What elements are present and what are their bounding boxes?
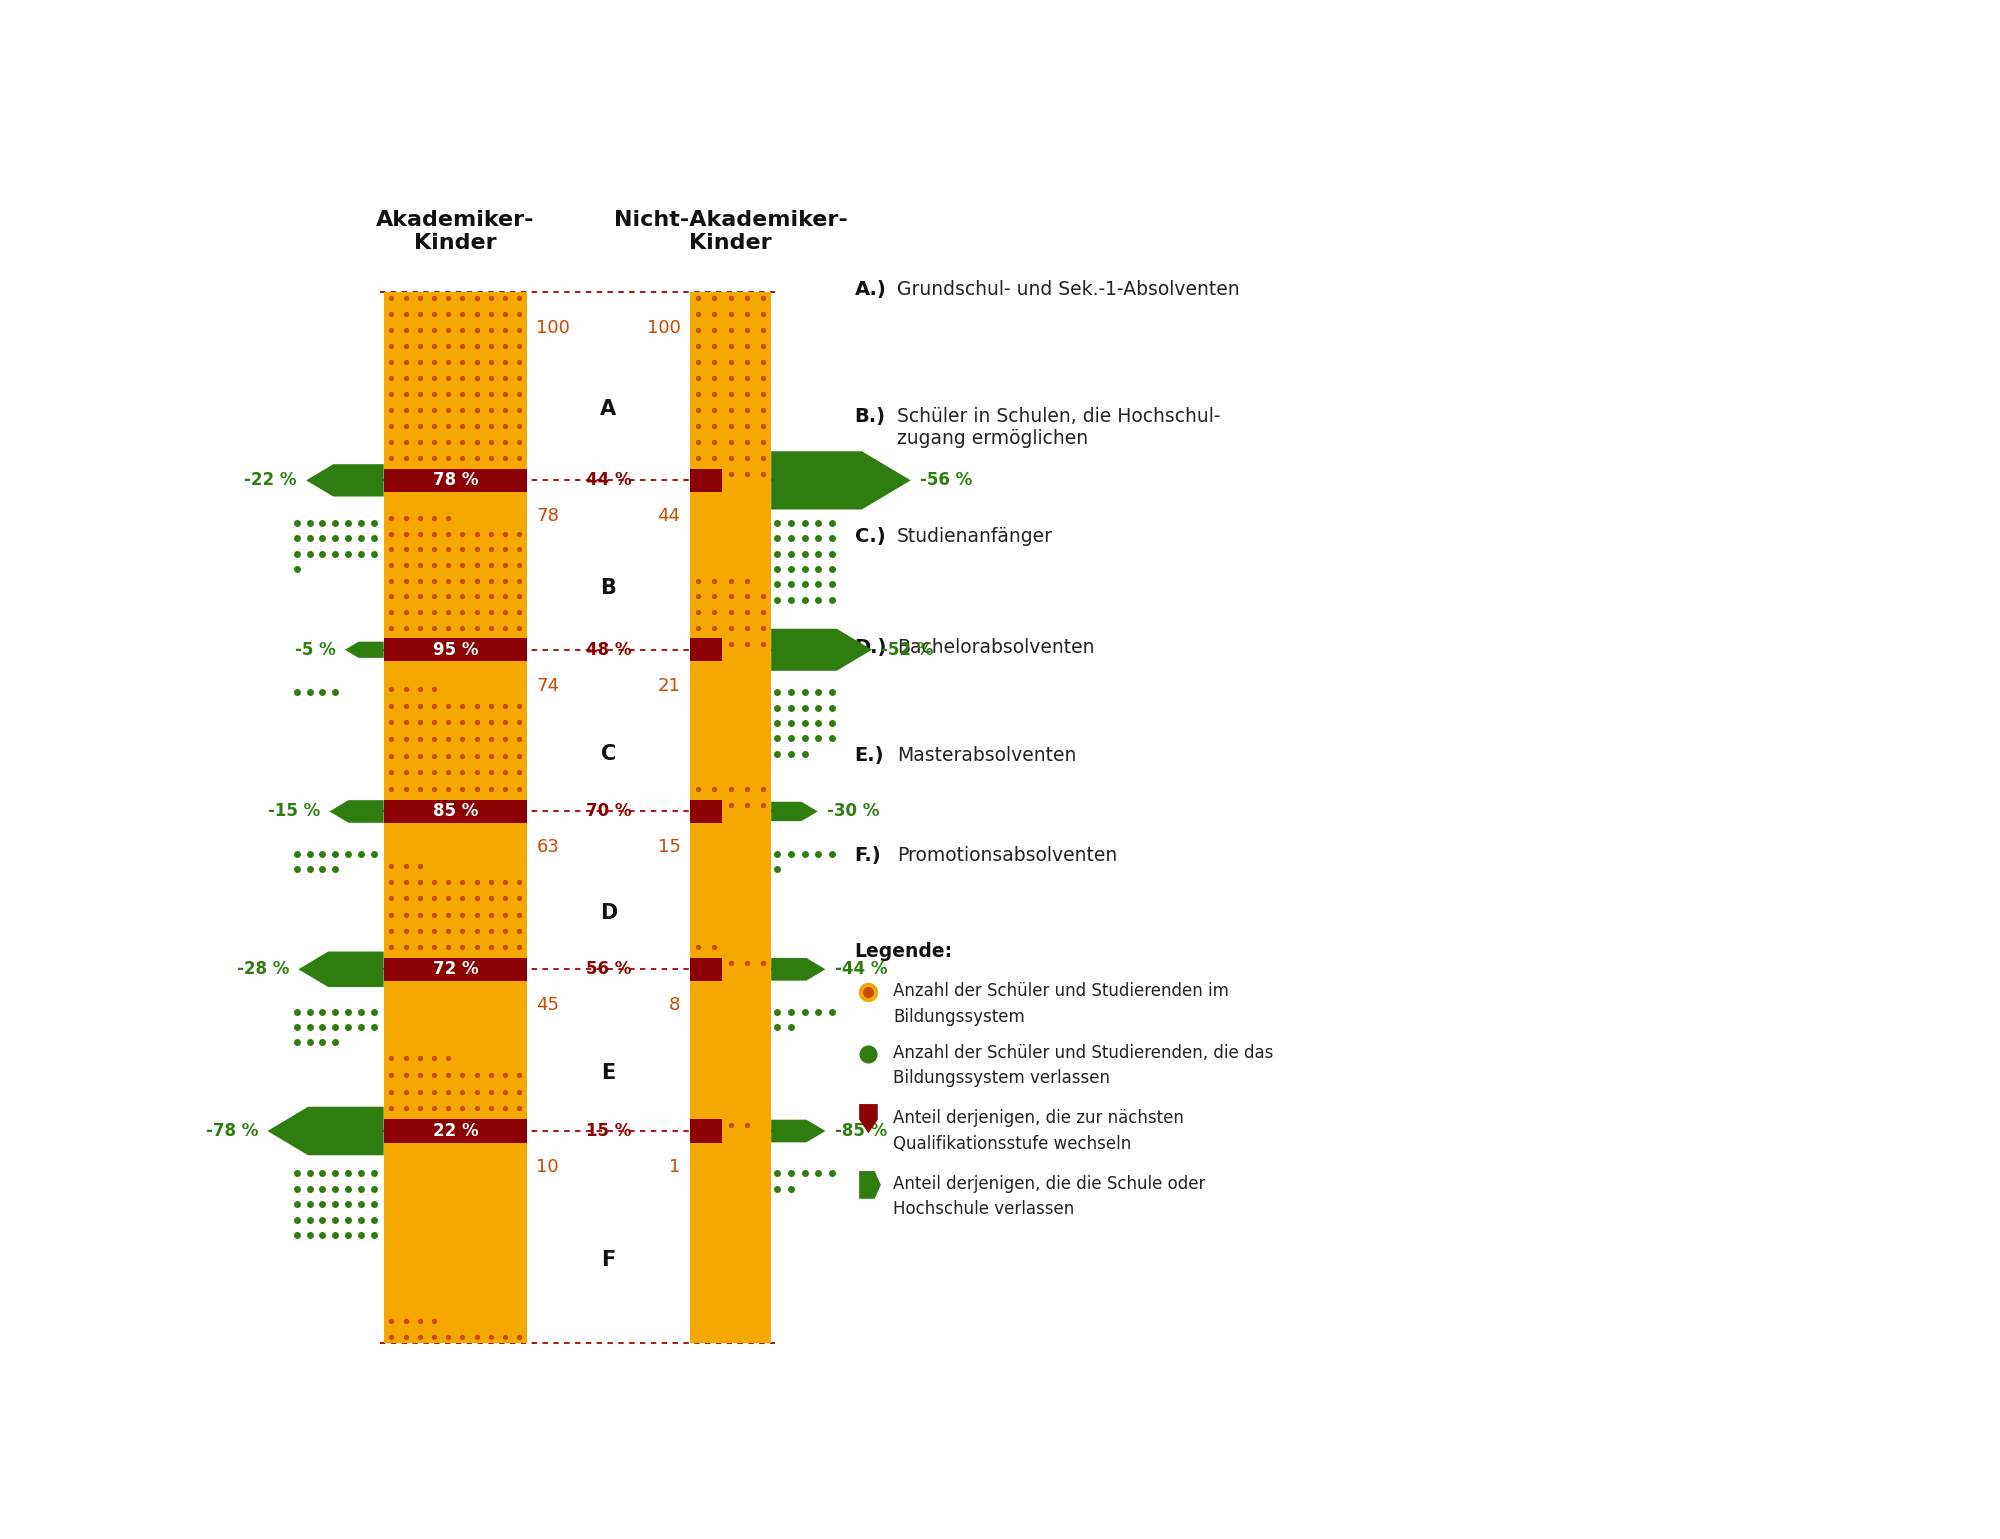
Text: 72 %: 72 % [432,960,478,979]
Text: 1: 1 [670,1157,680,1176]
Bar [690,469,722,492]
Text: A.): A.) [854,280,886,299]
Bar [690,292,772,480]
Bar [690,639,722,662]
Polygon shape [268,1107,384,1156]
Polygon shape [860,1103,878,1133]
Text: Anteil derjenigen, die die Schule oder: Anteil derjenigen, die die Schule oder [894,1174,1206,1193]
Bar [690,649,772,811]
Text: 63: 63 [536,839,560,856]
Text: -22 %: -22 % [244,471,296,489]
Polygon shape [298,951,384,986]
Bar [690,1119,722,1142]
Bar [690,811,772,970]
Bar [384,1131,528,1342]
Polygon shape [772,957,826,980]
Polygon shape [772,451,910,509]
Text: Promotionsabsolventen: Promotionsabsolventen [898,846,1118,865]
Text: 100: 100 [536,319,570,337]
Text: E.): E.) [854,746,884,765]
Text: -78 %: -78 % [206,1122,258,1140]
Text: 78: 78 [536,508,560,525]
Text: D.): D.) [854,639,886,657]
Text: -28 %: -28 % [236,960,290,979]
Bar [690,800,722,823]
Text: 15 %: 15 % [586,1122,632,1140]
Text: E: E [602,1063,616,1083]
Bar [384,469,528,492]
Text: -44 %: -44 % [834,960,888,979]
Text: 22 %: 22 % [432,1122,478,1140]
Bar [384,292,528,480]
Text: C.): C.) [854,526,886,545]
Text: 95 %: 95 % [432,640,478,659]
Bar [384,811,528,970]
Text: Nicht-Akademiker-: Nicht-Akademiker- [614,211,848,231]
Text: D: D [600,903,618,923]
Text: Masterabsolventen: Masterabsolventen [898,746,1076,765]
Text: Bildungssystem: Bildungssystem [894,1008,1024,1027]
Text: Anteil derjenigen, die zur nächsten: Anteil derjenigen, die zur nächsten [894,1110,1184,1128]
Text: Schüler in Schulen, die Hochschul-
zugang ermöglichen: Schüler in Schulen, die Hochschul- zugan… [898,408,1220,448]
Text: 8: 8 [670,996,680,1014]
Bar [384,480,528,649]
Bar [690,1131,772,1342]
Text: Grundschul- und Sek.-1-Absolventen: Grundschul- und Sek.-1-Absolventen [898,280,1240,299]
Bar [384,970,528,1131]
Polygon shape [330,800,384,823]
Text: Akademiker-: Akademiker- [376,211,534,231]
Bar [690,957,722,980]
Bar [384,639,528,662]
Text: F.): F.) [854,846,882,865]
Text: 70 %: 70 % [586,802,632,820]
Bar [384,1119,528,1142]
Text: 100: 100 [646,319,680,337]
Polygon shape [344,642,384,657]
Text: Bildungssystem verlassen: Bildungssystem verlassen [894,1070,1110,1088]
Polygon shape [772,1120,826,1142]
Text: -85 %: -85 % [834,1122,886,1140]
Bar [690,970,772,1131]
Text: Anzahl der Schüler und Studierenden im: Anzahl der Schüler und Studierenden im [894,982,1230,1000]
Text: Kinder: Kinder [414,234,496,254]
Polygon shape [860,1171,880,1199]
Text: Qualifikationsstufe wechseln: Qualifikationsstufe wechseln [894,1134,1132,1153]
Polygon shape [772,629,872,671]
Text: B: B [600,579,616,599]
Text: -52 %: -52 % [882,640,934,659]
Polygon shape [306,465,384,497]
Text: Legende:: Legende: [854,942,952,962]
Text: Studienanfänger: Studienanfänger [898,526,1054,545]
Text: 48 %: 48 % [586,640,632,659]
Bar [384,649,528,811]
Text: 44 %: 44 % [586,471,632,489]
Text: -5 %: -5 % [294,640,336,659]
Text: 15: 15 [658,839,680,856]
Text: Bachelorabsolventen: Bachelorabsolventen [898,639,1094,657]
Text: 78 %: 78 % [432,471,478,489]
Text: -56 %: -56 % [920,471,972,489]
Text: 10: 10 [536,1157,558,1176]
Text: Kinder: Kinder [690,234,772,254]
Bar [384,957,528,980]
Text: 85 %: 85 % [432,802,478,820]
Text: 74: 74 [536,677,560,694]
Text: B.): B.) [854,408,886,426]
Text: C: C [600,743,616,763]
Bar [690,480,772,649]
Text: 44: 44 [658,508,680,525]
Text: Anzahl der Schüler und Studierenden, die das: Anzahl der Schüler und Studierenden, die… [894,1043,1274,1062]
Bar [384,800,528,823]
Text: 21: 21 [658,677,680,694]
Polygon shape [772,802,818,822]
Text: Hochschule verlassen: Hochschule verlassen [894,1200,1074,1219]
Text: -30 %: -30 % [826,802,880,820]
Text: -15 %: -15 % [268,802,320,820]
Text: A: A [600,399,616,419]
Text: 45: 45 [536,996,560,1014]
Text: 56 %: 56 % [586,960,632,979]
Text: F: F [602,1250,616,1270]
